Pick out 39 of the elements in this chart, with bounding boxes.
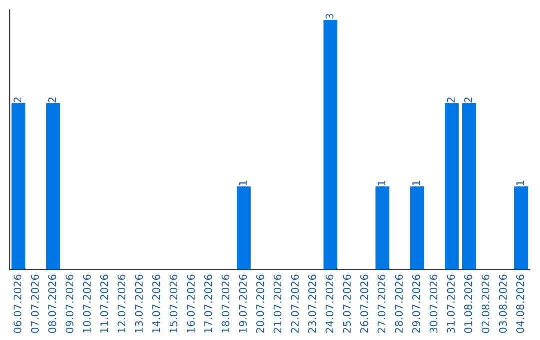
data-label: 2 [464, 98, 472, 103]
x-tick-label: 01.08.2026 [464, 274, 472, 334]
x-tick-label: 06.07.2026 [14, 274, 22, 334]
x-tick-label: 24.07.2026 [326, 274, 334, 334]
x-tick-label: 19.07.2026 [239, 274, 248, 333]
x-tick-label: 21.07.2026 [274, 274, 282, 334]
x-tick-label: 03.08.2026 [499, 274, 508, 334]
x-tick-label: 07.07.2026 [31, 274, 40, 334]
x-tick-label: 13.07.2026 [135, 274, 144, 333]
x-tick-label: 04.08.2026 [516, 274, 524, 334]
x-tick-label: 27.07.2026 [378, 274, 386, 334]
x-tick-label: 16.07.2026 [187, 274, 196, 333]
x-tick-label: 23.07.2026 [308, 274, 316, 334]
x-tick-label: 12.07.2026 [118, 274, 126, 333]
x-tick-label: 17.07.2026 [204, 274, 212, 333]
x-tick-label: 14.07.2026 [152, 274, 160, 333]
x-tick-label: 15.07.2026 [170, 274, 178, 333]
x-tick-label: 31.07.2026 [447, 274, 456, 334]
x-tick-label: 09.07.2026 [66, 274, 74, 334]
data-label: 1 [378, 181, 386, 186]
data-label: 1 [412, 181, 420, 186]
x-tick-label: 18.07.2026 [222, 274, 230, 333]
x-tick-label: 11.07.2026 [100, 274, 108, 333]
x-tick-label: 26.07.2026 [360, 274, 368, 334]
x-tick-label: 25.07.2026 [343, 274, 352, 334]
x-tick-label: 22.07.2026 [291, 274, 300, 334]
data-label: 2 [447, 98, 455, 103]
x-tick-label: 10.07.2026 [83, 274, 92, 333]
data-label: 1 [239, 181, 247, 186]
x-tick-label: 02.08.2026 [482, 274, 490, 334]
data-label: 1 [516, 181, 524, 186]
x-tick-label: 08.07.2026 [48, 274, 56, 334]
data-label: 2 [48, 98, 56, 103]
x-tick-label: 20.07.2026 [256, 274, 264, 334]
x-tick-label: 28.07.2026 [395, 274, 404, 334]
x-tick-label: 29.07.2026 [412, 274, 420, 334]
data-label: 2 [14, 98, 22, 103]
data-label: 3 [326, 14, 334, 20]
x-tick-label: 30.07.2026 [430, 274, 438, 334]
